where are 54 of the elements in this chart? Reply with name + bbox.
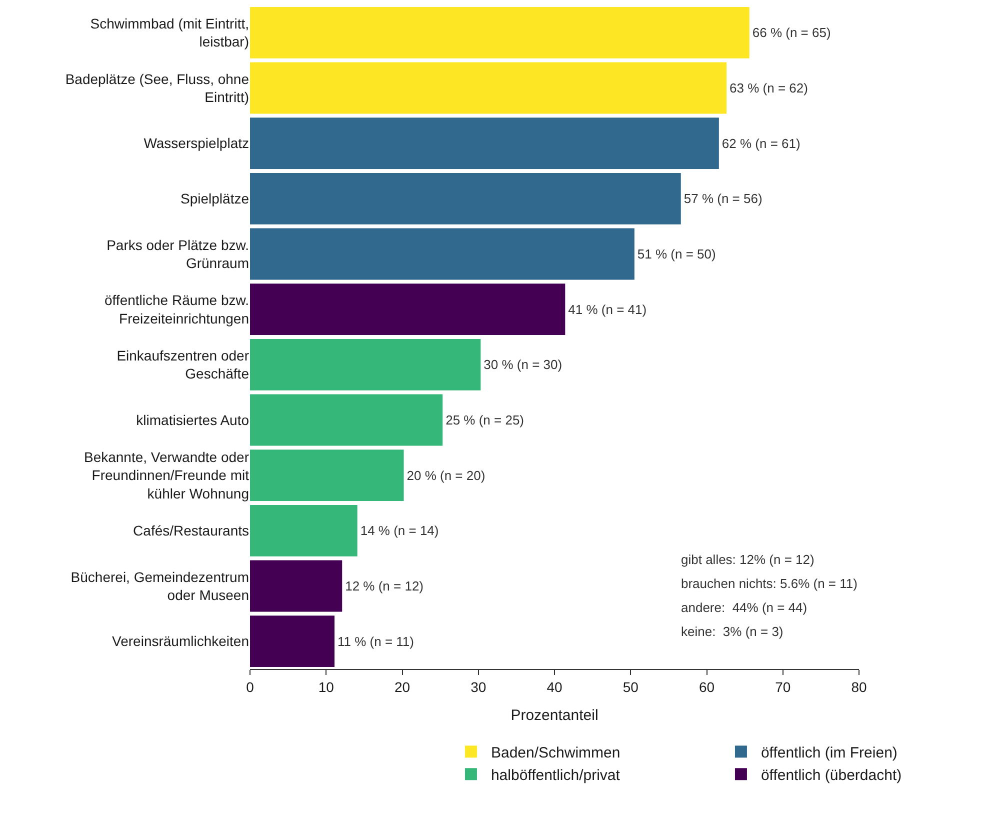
bar bbox=[250, 504, 358, 556]
data-label: 62 % (n = 61) bbox=[722, 136, 800, 151]
data-label: 12 % (n = 12) bbox=[345, 578, 424, 594]
data-label: 20 % (n = 20) bbox=[406, 468, 486, 483]
legend-label: Baden/Schwimmen bbox=[490, 744, 620, 762]
y-tick-label: Spielplätze bbox=[180, 190, 250, 207]
data-label: 41 % (n = 41) bbox=[568, 302, 647, 317]
y-tick-label: Einkaufszentren oder Geschäfte bbox=[116, 347, 250, 382]
bar bbox=[250, 450, 404, 502]
data-label: 51 % (n = 50) bbox=[637, 246, 716, 262]
annotation: gibt alles: 12% (n = 12) bbox=[681, 552, 814, 567]
data-label: 14 % (n = 14) bbox=[360, 523, 439, 538]
bar bbox=[250, 6, 750, 58]
y-tick-label: Parks oder Plätze bzw. Grünraum bbox=[106, 236, 249, 271]
x-tick-label: 60 bbox=[698, 678, 715, 695]
bar bbox=[250, 228, 634, 280]
x-tick-label: 30 bbox=[470, 678, 486, 695]
annotation: andere: 44% (n = 44) bbox=[681, 600, 808, 615]
data-label: 30 % (n = 30) bbox=[484, 357, 562, 372]
data-label: 25 % (n = 25) bbox=[446, 412, 524, 428]
y-tick-label: öffentliche Räume bzw. Freizeiteinrichtungen bbox=[104, 292, 249, 326]
annotation: keine: 3% (n = 3) bbox=[681, 624, 784, 639]
bar bbox=[250, 560, 342, 612]
data-label: 11 % (n = 11) bbox=[338, 634, 414, 649]
y-tick-label: Wasserspielplatz bbox=[144, 135, 249, 152]
y-tick-label: klimatisiertes Auto bbox=[136, 412, 250, 428]
legend-label: öffentlich (im Freien) bbox=[760, 744, 898, 762]
data-label: 63 % (n = 62) bbox=[730, 80, 808, 96]
annotation: brauchen nichts: 5.6% (n = 11) bbox=[681, 576, 858, 591]
y-tick-label: Cafés/Restaurants bbox=[133, 522, 249, 539]
bar bbox=[250, 394, 443, 446]
y-tick-label: Vereinsräumlichkeiten bbox=[112, 633, 249, 650]
y-tick-label: Bekannte, Verwandte oder Freundinnen/Freunde mit kühler Wohnung bbox=[84, 449, 250, 502]
x-tick-label: 80 bbox=[851, 678, 867, 695]
data-label: 57 % (n = 56) bbox=[684, 191, 762, 206]
y-tick-label: Bücherei, Gemeindezentrum oder Museen bbox=[70, 568, 249, 603]
x-tick-label: 40 bbox=[546, 678, 562, 695]
x-tick-label: 0 bbox=[246, 678, 254, 695]
legend-label: halböffentlich/privat bbox=[490, 767, 621, 784]
bar bbox=[250, 616, 334, 668]
x-tick-label: 20 bbox=[394, 678, 410, 695]
x-tick-label: 10 bbox=[318, 678, 334, 695]
x-tick-label: 70 bbox=[775, 678, 791, 695]
data-label: 66 % (n = 65) bbox=[752, 25, 831, 40]
bar bbox=[250, 118, 719, 170]
y-tick-label: Schwimmbad (mit Eintritt, leistbar) bbox=[90, 15, 249, 50]
legend-label: öffentlich (überdacht) bbox=[760, 767, 902, 784]
bar bbox=[250, 284, 566, 336]
x-tick-label: 50 bbox=[622, 678, 639, 695]
y-tick-label: Badeplätze (See, Fluss, ohne Eintritt) bbox=[65, 70, 250, 105]
x-axis-title: Prozentanteil bbox=[510, 706, 598, 724]
bar bbox=[250, 62, 727, 114]
bar bbox=[250, 338, 481, 390]
bar bbox=[250, 172, 681, 224]
